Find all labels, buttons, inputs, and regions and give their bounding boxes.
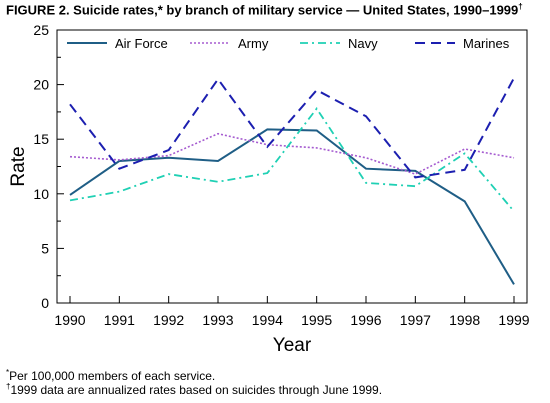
legend-label: Navy	[348, 36, 378, 51]
legend-label: Air Force	[115, 36, 168, 51]
legend-label: Marines	[463, 36, 510, 51]
series-line-army	[69, 132, 515, 175]
x-tick-label: 1998	[449, 312, 480, 328]
x-tick-label: 1997	[400, 312, 431, 328]
footnote-dagger: †1999 data are annualized rates based on…	[6, 382, 382, 397]
x-axis-title: Year	[273, 335, 312, 356]
y-tick-label: 10	[33, 186, 49, 202]
footnote-dagger-mark: †	[6, 382, 11, 391]
series-line-air-force	[69, 128, 515, 285]
y-tick-label: 25	[33, 22, 49, 38]
legend-label: Army	[238, 36, 269, 51]
x-tick-label: 1996	[350, 312, 381, 328]
x-tick-label: 1995	[301, 312, 332, 328]
series-lines	[69, 77, 515, 285]
x-tick-label: 1992	[153, 312, 184, 328]
y-tick-label: 20	[33, 77, 49, 93]
chart-title: FIGURE 2. Suicide rates,* by branch of m…	[6, 2, 523, 17]
x-tick-label: 1994	[252, 312, 283, 328]
y-tick-label: 15	[33, 131, 49, 147]
x-tick-label: 1999	[498, 312, 529, 328]
footnote-dagger-text: 1999 data are annualized rates based on …	[10, 383, 383, 397]
y-axis-title: Rate	[8, 146, 29, 186]
y-tick-label: 5	[41, 240, 49, 256]
series-line-navy	[69, 107, 515, 212]
chart-title-text: FIGURE 2. Suicide rates,* by branch of m…	[6, 2, 519, 18]
legend: Air Force Army Navy Marines	[67, 36, 510, 51]
x-tick-label: 1990	[54, 312, 85, 328]
y-tick-label: 0	[41, 295, 49, 311]
series-line-marines	[69, 77, 515, 179]
x-tick-label: 1991	[104, 312, 135, 328]
footnote-star-mark: *	[6, 368, 10, 377]
footnote-star: *Per 100,000 members of each service.	[6, 368, 215, 383]
x-tick-label: 1993	[202, 312, 233, 328]
axes: 0 5 10 15 20 25 1990 1991 1992 1993 1994 1995 1996 19…	[8, 22, 530, 356]
title-dagger: †	[518, 2, 523, 11]
footnote-star-text: Per 100,000 members of each service.	[9, 369, 216, 383]
